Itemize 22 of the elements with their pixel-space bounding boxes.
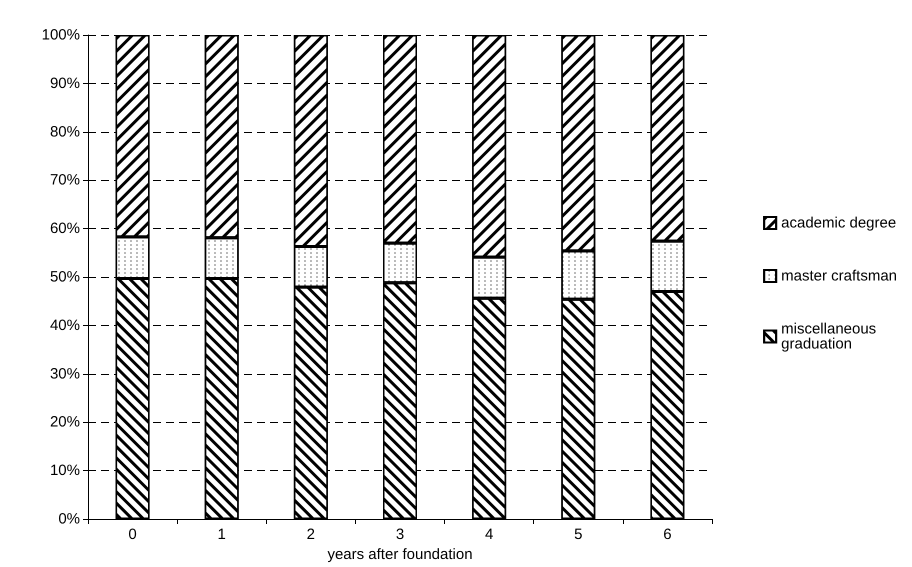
y-tick-label: 0% [58,510,80,528]
legend-label: academic degree [781,214,896,232]
y-tick-label: 90% [50,74,80,92]
y-tick-label: 10% [50,462,80,480]
legend-label: master craftsman [781,268,898,284]
x-tick-label: 4 [484,526,494,543]
x-tick-label: 3 [396,526,404,543]
y-tick-label: 60% [50,220,80,238]
y-tick-label: 40% [50,316,80,334]
legend-label: miscellaneous graduation [781,320,880,352]
x-tick-label: 6 [663,526,672,543]
x-axis-title: years after foundation [327,546,473,563]
y-tick-label: 100% [42,26,80,44]
y-tick-label: 50% [50,268,80,286]
x-tick-label: 5 [574,526,582,543]
x-tick-label: 2 [306,526,316,543]
y-tick-label: 80% [50,123,80,140]
y-tick-label: 70% [50,172,80,189]
y-tick-label: 20% [50,414,80,431]
x-tick-label: 1 [218,526,226,543]
y-tick-label: 30% [50,365,80,382]
x-tick-label: 0 [128,526,137,543]
